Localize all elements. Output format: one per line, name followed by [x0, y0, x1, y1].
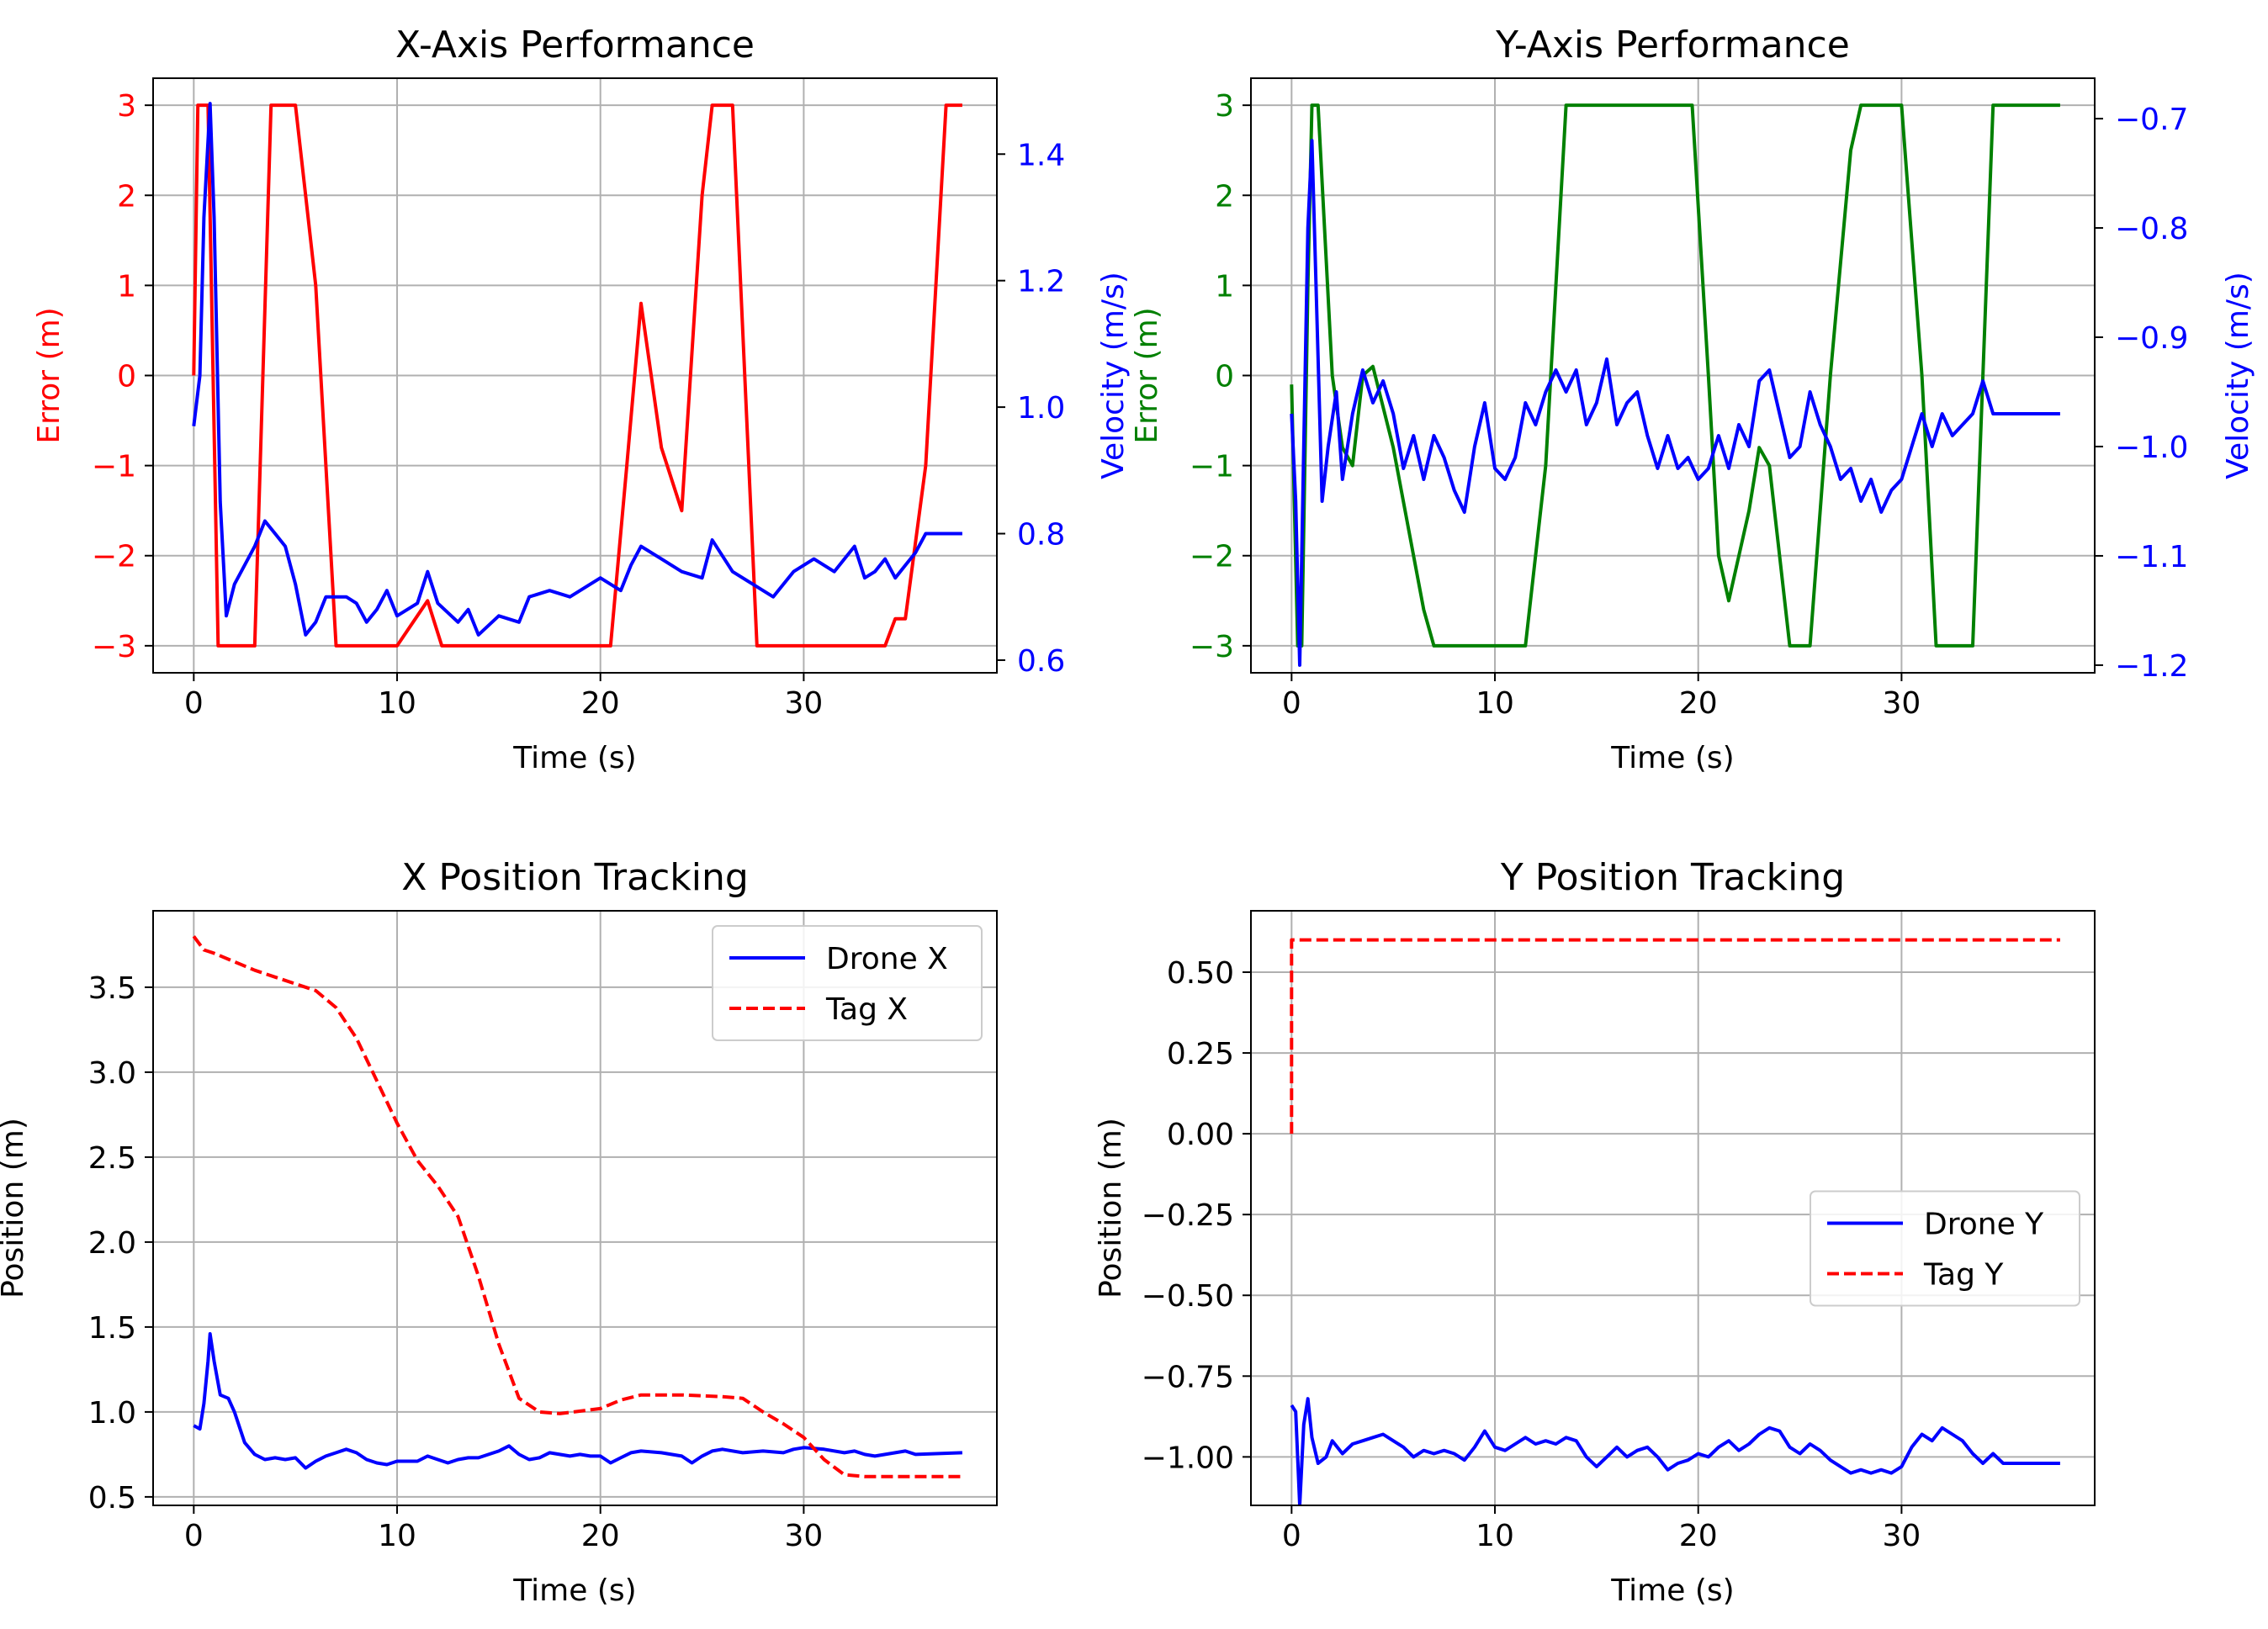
y-tick-label: 2: [117, 179, 136, 214]
legend: Drone Y Tag Y: [1810, 1190, 2080, 1307]
x-tick-label: 10: [1476, 1519, 1514, 1553]
legend-label: Drone X: [826, 942, 948, 976]
x-tick-label: 0: [1282, 1519, 1301, 1553]
y-right-tick-label: 1.4: [1017, 138, 1065, 172]
y-right-tick-label: −1.0: [2115, 431, 2188, 465]
legend-label: Tag X: [825, 992, 908, 1027]
y-tick-label: 1.5: [88, 1311, 136, 1346]
y-tick-label: 0: [1215, 360, 1234, 394]
chart-panel-4: 0 10 20 30 −1.00 −0.75 −0.50 −0.25 0.00 0.25 0.50 Y…: [1094, 856, 2096, 1608]
y-tick-label: 0.50: [1167, 956, 1234, 991]
x-tick-label: 30: [1882, 1519, 1921, 1553]
series-line-right-axis: [1290, 139, 2060, 667]
series-line-right-axis: [192, 102, 962, 637]
chart-panel-3: 0 10 20 30 0.5 1.0 1.5 2.0 2.5 3.0 3.5 X Position T…: [0, 856, 998, 1608]
y-right-tick-label: −0.7: [2115, 103, 2188, 137]
x-tick-label: 10: [378, 686, 416, 721]
y-right-axis-label: Velocity (m/s): [1096, 272, 1131, 479]
series-line-left-axis: [1290, 103, 2060, 648]
x-tick-label: 20: [581, 686, 620, 721]
legend-label: Drone Y: [1924, 1208, 2044, 1242]
y-tick-label: −3: [92, 630, 136, 664]
y-axis-label: Error (m): [1130, 307, 1164, 443]
y-tick-label: 2.0: [88, 1226, 136, 1261]
y-right-tick-label: 0.8: [1017, 518, 1065, 553]
y-tick-label: 1: [117, 269, 136, 304]
y-tick-label: −1: [92, 450, 136, 484]
y-right-tick-label: −1.2: [2115, 649, 2188, 684]
y-right-tick-label: 1.2: [1017, 265, 1065, 299]
series-line-tag-x: [192, 935, 962, 1478]
x-tick-label: 20: [1679, 1519, 1718, 1553]
y-tick-label: 0.25: [1167, 1037, 1234, 1071]
series-line-tag-y: [1290, 938, 2060, 1134]
x-tick-label: 30: [784, 1519, 823, 1553]
x-axis-label: Time (s): [1610, 1573, 1734, 1608]
x-axis-label: Time (s): [512, 741, 636, 775]
x-tick-label: 20: [581, 1519, 620, 1553]
legend-box: [712, 925, 983, 1041]
y-right-tick-label: 1.0: [1017, 391, 1065, 426]
y-tick-label: −0.75: [1142, 1360, 1234, 1394]
y-right-tick-label: −0.8: [2115, 212, 2188, 246]
y-axis-label: Error (m): [32, 307, 66, 443]
y-right-tick-label: −0.9: [2115, 321, 2188, 356]
chart-title: Y-Axis Performance: [1495, 24, 1850, 66]
y-tick-label: 1.0: [88, 1396, 136, 1431]
y-tick-label: 2: [1215, 179, 1234, 214]
y-tick-label: 0.00: [1167, 1118, 1234, 1152]
axes-frame: [152, 910, 998, 1506]
x-tick-label: 30: [784, 686, 823, 721]
legend-box: [1810, 1190, 2080, 1307]
y-tick-label: 1: [1215, 269, 1234, 304]
y-right-axis-label: Velocity (m/s): [2221, 272, 2255, 479]
legend-label: Tag Y: [1923, 1258, 2004, 1293]
legend: Drone X Tag X: [712, 925, 983, 1041]
y-tick-label: −0.50: [1142, 1279, 1234, 1314]
y-tick-label: 3: [117, 89, 136, 124]
chart-title: X-Axis Performance: [395, 24, 755, 66]
chart-title: Y Position Tracking: [1500, 856, 1845, 899]
chart-panel-1: 0 10 20 30 −3 −2 −1 0 1 2 3 0.6 0.8 1.0 1.2 1.4 X-Axis P…: [32, 24, 1131, 775]
series-line-left-axis: [192, 103, 962, 648]
y-tick-label: −0.25: [1142, 1198, 1234, 1233]
x-tick-label: 0: [184, 1519, 204, 1553]
y-tick-label: 2.5: [88, 1141, 136, 1176]
y-right-tick-label: −1.1: [2115, 540, 2188, 574]
series-line-drone-y: [1290, 1397, 2060, 1505]
y-tick-label: −3: [1190, 630, 1234, 664]
x-tick-label: 10: [378, 1519, 416, 1553]
x-axis-label: Time (s): [512, 1573, 636, 1608]
series-line-drone-x: [193, 1332, 962, 1470]
x-tick-label: 0: [184, 686, 204, 721]
x-tick-label: 20: [1679, 686, 1718, 721]
y-tick-label: −2: [1190, 540, 1234, 574]
x-tick-label: 10: [1476, 686, 1514, 721]
y-tick-label: −1: [1190, 450, 1234, 484]
y-tick-label: −1.00: [1142, 1441, 1234, 1475]
y-tick-label: 0: [117, 360, 136, 394]
y-tick-label: −2: [92, 540, 136, 574]
x-tick-label: 30: [1882, 686, 1921, 721]
y-tick-label: 0.5: [88, 1481, 136, 1515]
y-tick-label: 3: [1215, 89, 1234, 124]
axes-frame: [1250, 910, 2096, 1506]
x-tick-label: 0: [1282, 686, 1301, 721]
y-tick-label: 3.5: [88, 971, 136, 1006]
chart-panel-2: 0 10 20 30 −3 −2 −1 0 1 2 3 −1.2 −1.1 −1.0 −0.9 −0.8 −0.…: [1130, 24, 2255, 775]
y-axis-label: Position (m): [1094, 1118, 1128, 1298]
y-axis-label: Position (m): [0, 1118, 30, 1298]
x-axis-label: Time (s): [1610, 741, 1734, 775]
y-tick-label: 3.0: [88, 1056, 136, 1091]
y-right-tick-label: 0.6: [1017, 644, 1065, 679]
chart-title: X Position Tracking: [401, 856, 749, 899]
